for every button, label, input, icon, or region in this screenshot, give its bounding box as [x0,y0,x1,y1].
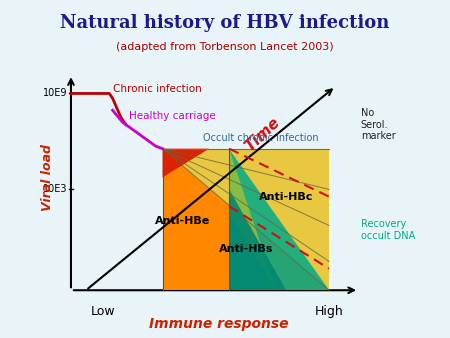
Polygon shape [162,149,209,177]
Text: Time: Time [242,115,283,154]
Text: Natural history of HBV infection: Natural history of HBV infection [60,14,390,31]
Text: Anti-HBe: Anti-HBe [155,216,210,226]
Text: Anti-HBc: Anti-HBc [259,192,313,202]
Polygon shape [162,149,329,290]
Polygon shape [229,149,276,290]
Text: Viral load: Viral load [41,144,54,211]
Text: 10E9: 10E9 [43,89,68,98]
Text: Occult chronic infection: Occult chronic infection [202,132,318,143]
Text: Healthy carriage: Healthy carriage [129,111,216,121]
Text: Immune response: Immune response [149,317,289,331]
Text: Low: Low [90,305,115,318]
Polygon shape [162,149,329,290]
Text: Anti-HBs: Anti-HBs [219,244,273,255]
Text: Recovery
occult DNA: Recovery occult DNA [361,219,415,241]
Text: No
Serol.
marker: No Serol. marker [361,108,396,141]
Polygon shape [229,149,329,290]
Text: High: High [315,305,343,318]
Text: (adapted from Torbenson Lancet 2003): (adapted from Torbenson Lancet 2003) [116,42,334,52]
Polygon shape [229,189,286,290]
Text: Chronic infection: Chronic infection [112,84,201,94]
Text: 10E3: 10E3 [43,185,68,194]
